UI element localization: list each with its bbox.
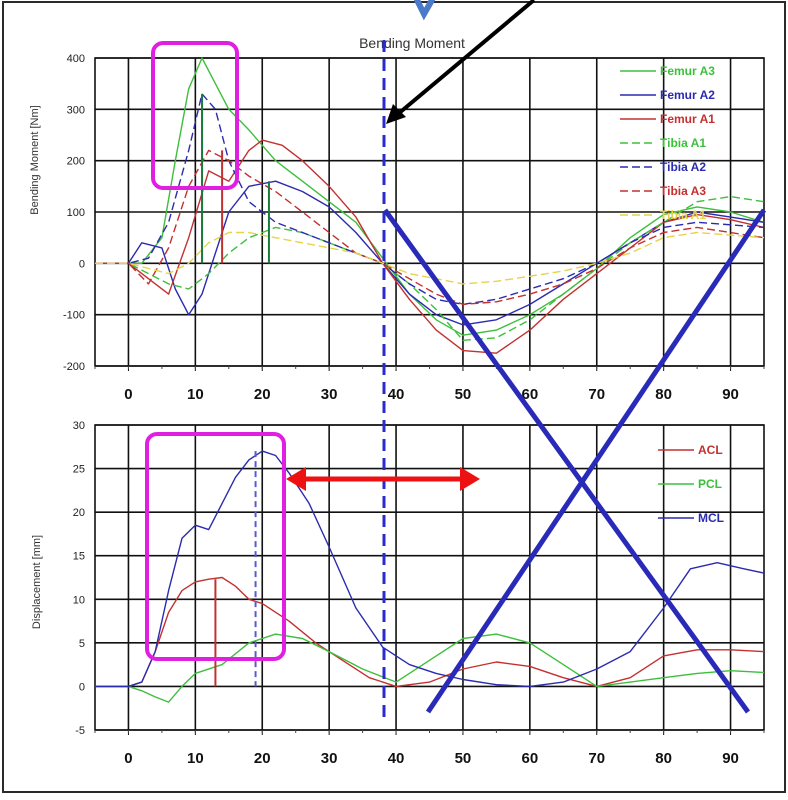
bot-series-line-1 xyxy=(95,633,765,703)
bottom-tick-labels: 0 10 20 30 40 50 60 70 80 90 -5 0 5 10 15 20 25 30 xyxy=(73,420,739,767)
top-x-tick-label: 80 xyxy=(655,386,672,403)
bot-x-tick-label: 40 xyxy=(388,750,405,767)
top-y-tick-label: 400 xyxy=(67,53,85,65)
bot-x-tick-label: 60 xyxy=(522,750,539,767)
top-legend-label-1: Femur A2 xyxy=(660,88,715,102)
top-series-line-6 xyxy=(95,231,765,285)
bot-y-tick-label: 0 xyxy=(79,681,85,693)
top-legend-label-5: Tibia A3 xyxy=(660,184,706,198)
bot-y-tick-label: 20 xyxy=(73,507,85,519)
top-y-tick-label: 300 xyxy=(67,104,85,116)
bot-series-line-2 xyxy=(95,450,765,688)
bot-y-tick-label: 5 xyxy=(79,638,85,650)
bot-y-tick-label: -5 xyxy=(75,725,85,737)
bot-x-tick-label: 20 xyxy=(254,750,271,767)
bottom-markers xyxy=(214,451,257,687)
bot-x-tick-label: 70 xyxy=(588,750,605,767)
black-arrowhead-icon xyxy=(386,104,406,124)
blue-cross-stroke-2 xyxy=(425,208,767,714)
bot-legend-label-0: ACL xyxy=(698,443,723,457)
top-markers xyxy=(201,93,270,264)
top-legend: Femur A3 Femur A2 Femur A1 Tibia A1 Tibia A2… xyxy=(620,64,715,222)
bot-x-tick-label: 80 xyxy=(655,750,672,767)
displacement-chart: Displacement [mm] 0 10 20 30 40 50 60 70 80 90-50… xyxy=(31,420,765,767)
top-y-tick-label: -100 xyxy=(63,310,85,322)
top-series-line-0 xyxy=(95,57,765,336)
bot-legend-label-1: PCL xyxy=(698,477,722,491)
top-x-tick-label: 30 xyxy=(321,386,338,403)
top-y-tick-label: -200 xyxy=(63,361,85,373)
top-legend-label-0: Femur A3 xyxy=(660,64,715,78)
top-x-tick-label: 70 xyxy=(588,386,605,403)
top-y-tick-label: 0 xyxy=(79,258,85,270)
top-series-line-2 xyxy=(95,139,765,354)
top-tick-labels: 0 10 20 30 40 50 60 70 80 90 -200 -100 0 100 200 300 400 xyxy=(63,53,739,403)
top-chart-ylabel: Bending Moment [Nm] xyxy=(29,105,41,214)
bot-legend-label-2: MCL xyxy=(698,511,724,525)
top-chart-title: Bending Moment xyxy=(359,35,465,51)
magenta-highlight-box-bottom xyxy=(145,432,286,661)
bot-x-tick-label: 10 xyxy=(187,750,204,767)
bottom-series-group xyxy=(95,450,765,703)
top-grid xyxy=(94,57,765,371)
bot-x-tick-label: 50 xyxy=(455,750,472,767)
bot-x-tick-label: 0 xyxy=(124,750,132,767)
bot-y-tick-label: 10 xyxy=(73,594,85,606)
bending-moment-chart: Bending Moment Bending Moment [Nm] 0 10 20… xyxy=(29,35,765,403)
blue-down-arrow-icon xyxy=(414,0,435,21)
top-series-line-1 xyxy=(95,180,765,326)
red-double-arrow-icon xyxy=(286,467,480,491)
top-y-tick-label: 200 xyxy=(67,156,85,168)
blue-cross-stroke-1 xyxy=(382,208,751,714)
bot-x-tick-label: 30 xyxy=(321,750,338,767)
top-legend-label-3: Tibia A1 xyxy=(660,136,706,150)
annotation-overlay xyxy=(145,0,767,722)
bot-y-tick-label: 30 xyxy=(73,420,85,432)
bottom-chart-ylabel: Displacement [mm] xyxy=(31,535,43,629)
bottom-grid xyxy=(94,424,765,735)
top-legend-label-2: Femur A1 xyxy=(660,112,715,126)
top-x-tick-label: 60 xyxy=(522,386,539,403)
top-x-tick-label: 10 xyxy=(187,386,204,403)
top-legend-label-6: Tibia A1 xyxy=(660,208,706,222)
bot-y-tick-label: 15 xyxy=(73,551,85,563)
top-series-line-3 xyxy=(95,195,765,341)
bot-y-tick-label: 25 xyxy=(73,464,85,476)
top-x-tick-label: 40 xyxy=(388,386,405,403)
top-y-tick-label: 100 xyxy=(67,207,85,219)
bottom-legend: ACL PCL MCL xyxy=(658,443,724,525)
top-x-tick-label: 50 xyxy=(455,386,472,403)
top-x-tick-label: 90 xyxy=(722,386,739,403)
black-pointer-arrow-line xyxy=(396,0,536,116)
magenta-highlight-box-top xyxy=(151,41,239,190)
top-x-tick-label: 0 xyxy=(124,386,132,403)
top-x-tick-label: 20 xyxy=(254,386,271,403)
top-legend-label-4: Tibia A2 xyxy=(660,160,706,174)
bot-x-tick-label: 90 xyxy=(722,750,739,767)
